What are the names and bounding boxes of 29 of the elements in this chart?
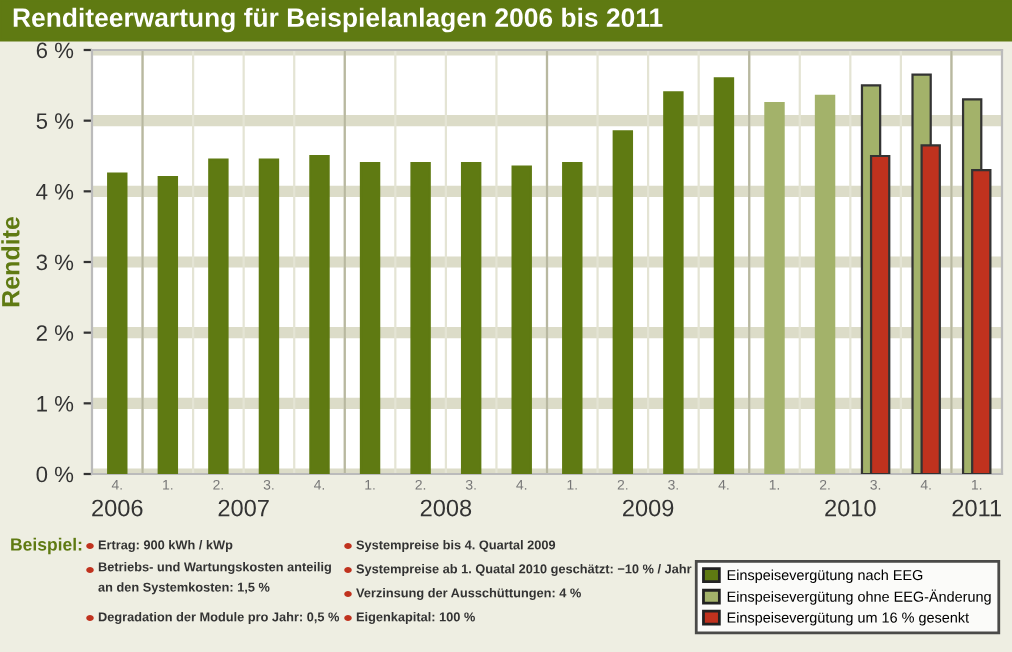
y-tick-label: 3 % (36, 254, 74, 271)
bar (562, 161, 583, 474)
y-tick-label: 0 % (36, 466, 74, 483)
bar (208, 158, 229, 474)
bar (258, 158, 280, 474)
text: 2010 (825, 499, 876, 517)
text: 2008 (420, 499, 472, 517)
bar (107, 172, 128, 474)
bar (511, 165, 532, 474)
y-tick-label: 5 % (36, 113, 74, 129)
bar (663, 91, 684, 474)
y-axis-title: Rendite (1, 217, 20, 307)
bar (309, 154, 330, 474)
y-tick-label: 4 % (36, 183, 74, 200)
text: 2007 (218, 499, 269, 517)
text: 2009 (623, 499, 674, 517)
y-tick-label: 1 % (37, 395, 74, 412)
text: 2006 (92, 499, 143, 517)
bar (157, 176, 179, 474)
bar (359, 161, 381, 474)
bar (410, 161, 431, 474)
y-tick-label: 6 % (36, 42, 74, 59)
y-tick-label: 2 % (36, 325, 74, 341)
bar (612, 130, 634, 474)
chart-title: Renditeerwartung für Beispielanlagen 2006 bis 2011 (13, 7, 663, 33)
bar (460, 161, 482, 474)
bar (713, 77, 735, 474)
text: Beispiel: (11, 537, 82, 555)
text: 2011 (952, 499, 1001, 517)
